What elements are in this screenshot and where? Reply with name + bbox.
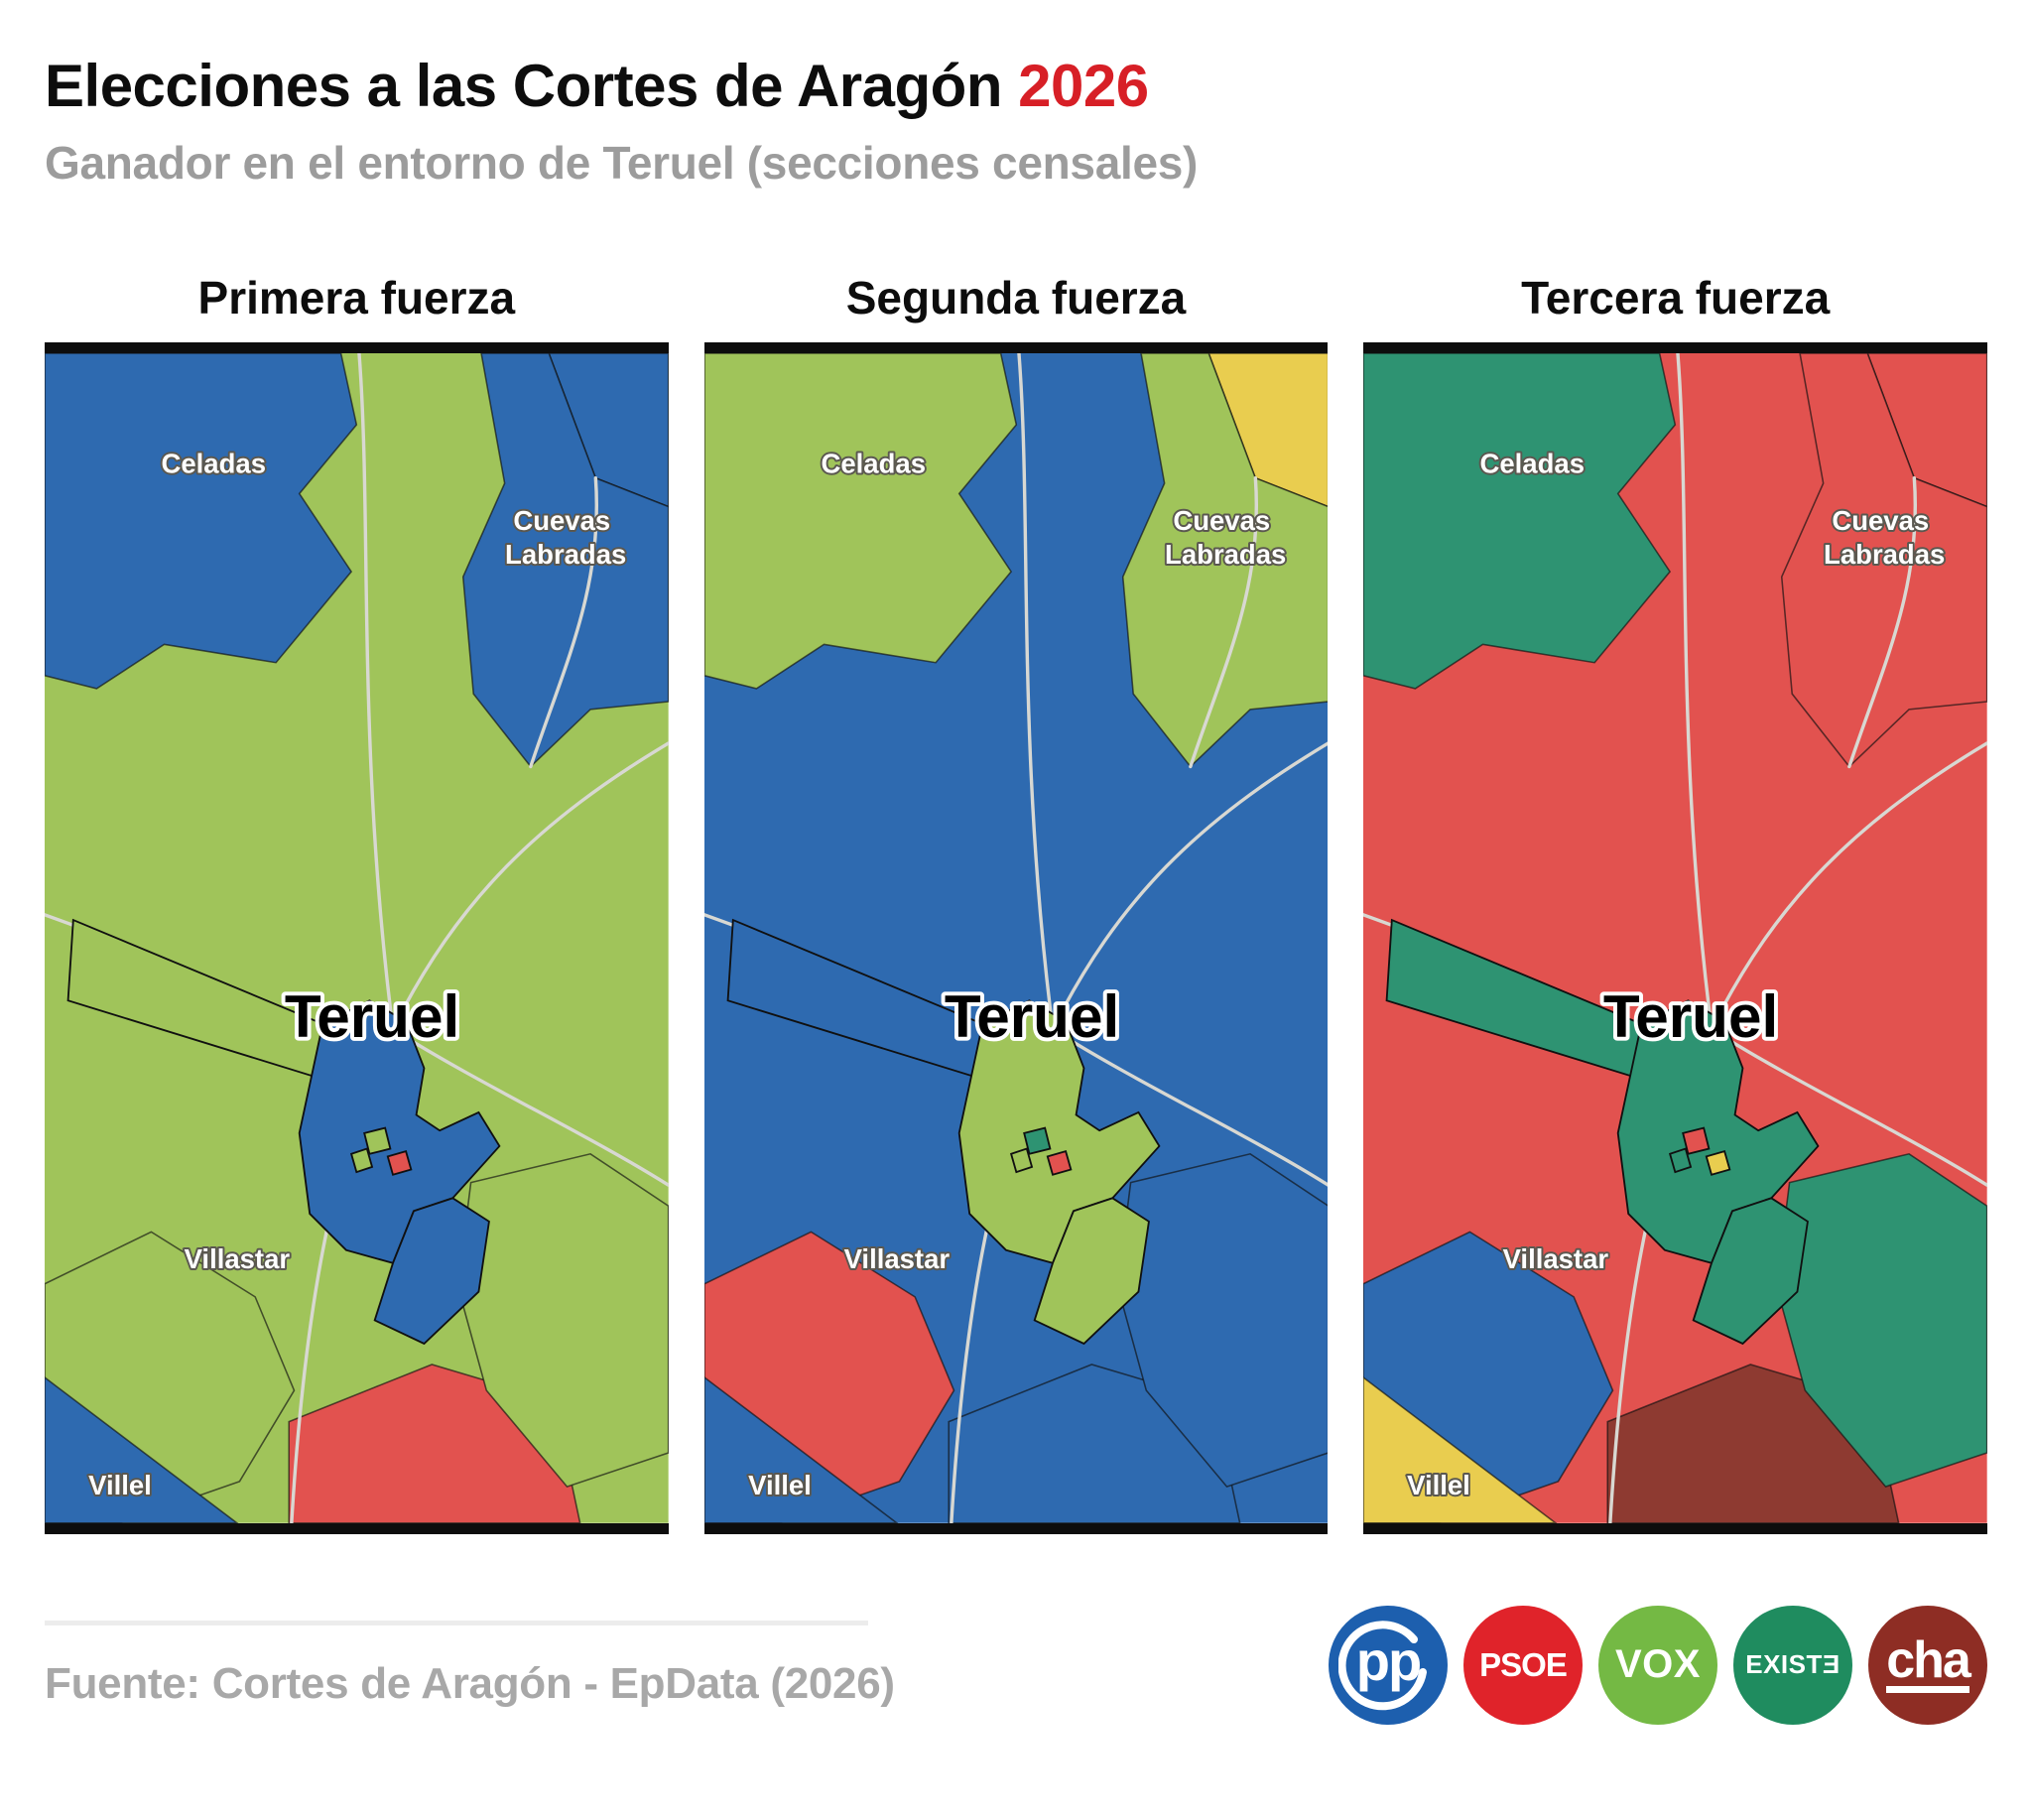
map-panel-primera: Primera fuerza Celadas Cuevas Labradas Teru… (45, 271, 669, 1534)
page-subtitle: Ganador en el entorno de Teruel (seccion… (45, 137, 1199, 189)
page-title: Elecciones a las Cortes de Aragón 2026 (45, 52, 1987, 120)
place-label-villel: Villel (1407, 1470, 1470, 1500)
logo-vox-label: VOX (1615, 1642, 1701, 1687)
logo-pp: pp (1329, 1605, 1448, 1725)
region-villel (703, 1376, 898, 1523)
map-title-tercera: Tercera fuerza (1521, 272, 1831, 324)
region-city-bit3 (349, 1147, 374, 1174)
pp-swoosh-icon (1338, 1621, 1427, 1711)
logo-existe-label: EXISTƎ (1745, 1649, 1841, 1680)
region-city-bit1 (1682, 1126, 1711, 1155)
logo-pp-label: pp (1355, 1629, 1422, 1693)
road-line (1847, 476, 1918, 769)
region-city-bit1 (1022, 1126, 1052, 1155)
logo-vox: VOX (1598, 1605, 1717, 1725)
logo-psoe: PSOE (1463, 1605, 1583, 1725)
region-villel (45, 1376, 239, 1523)
place-label-villel: Villel (748, 1470, 812, 1500)
map-title-primera: Primera fuerza (197, 272, 516, 324)
map-bottom-bar (703, 1522, 1329, 1534)
place-label-teruel: Teruel (285, 982, 459, 1050)
place-label-cuevas: Cuevas (513, 505, 610, 536)
place-label-villastar: Villastar (1503, 1243, 1609, 1274)
party-logos: pp PSOE VOX EXISTƎ cha (1329, 1605, 1987, 1725)
place-label-labradas: Labradas (505, 539, 626, 570)
region-villel (1363, 1376, 1558, 1523)
logo-cha: cha (1868, 1605, 1987, 1725)
region-celadas (703, 353, 1017, 690)
region-cuevas (1781, 353, 1988, 768)
region-city-south (1692, 1197, 1810, 1346)
region-city (957, 999, 1161, 1264)
road-line (1676, 353, 1714, 1031)
region-city-bit3 (1009, 1147, 1033, 1174)
map-panel-tercera: Tercera fuerza Celadas Cuevas Labradas Teru… (1363, 271, 1988, 1534)
map-canvas-tercera: Celadas Cuevas Labradas Teruel Villastar Vill… (1363, 353, 1988, 1523)
road-line (391, 1027, 669, 1187)
road-line (1016, 353, 1055, 1031)
map-top-bar (1363, 342, 1988, 353)
place-label-teruel: Teruel (1603, 982, 1778, 1050)
map-title-segunda: Segunda fuerza (845, 272, 1187, 324)
maps-row: Primera fuerza Celadas Cuevas Labradas Teru… (45, 271, 1988, 1534)
map-top-bar (45, 342, 669, 353)
place-label-cuevas: Cuevas (1833, 505, 1930, 536)
page-title-year: 2026 (1018, 53, 1149, 119)
place-label-teruel: Teruel (945, 982, 1119, 1050)
region-cuevas (461, 353, 669, 768)
page-title-text: Elecciones a las Cortes de Aragón (45, 53, 1002, 119)
road-line (529, 476, 598, 769)
region-celadas (45, 353, 358, 690)
region-city-bit1 (363, 1126, 392, 1155)
map-bottom-bar (1363, 1522, 1988, 1534)
map-canvas-primera: Celadas Cuevas Labradas Teruel Villastar Vill… (45, 353, 669, 1523)
place-label-celadas: Celadas (1480, 448, 1585, 478)
road-line (1710, 1027, 1988, 1187)
place-label-labradas: Labradas (1165, 539, 1286, 570)
region-city-bit3 (1669, 1147, 1693, 1174)
road-line (1050, 1027, 1329, 1187)
footer-divider (45, 1621, 868, 1626)
region-city (1617, 999, 1820, 1264)
map-bottom-bar (45, 1522, 669, 1534)
place-label-villastar: Villastar (185, 1243, 291, 1274)
map-panel-segunda: Segunda fuerza Celadas Cuevas Labradas Teru… (703, 271, 1329, 1534)
road-line (1188, 476, 1258, 769)
region-cuevas (1121, 353, 1329, 768)
place-label-cuevas: Cuevas (1173, 505, 1270, 536)
map-canvas-segunda: Celadas Cuevas Labradas Teruel Villastar Vill… (703, 353, 1329, 1523)
place-label-villastar: Villastar (843, 1243, 950, 1274)
road-line (357, 353, 395, 1031)
region-city-bit2 (1046, 1150, 1073, 1176)
map-top-bar (703, 342, 1329, 353)
logo-existe: EXISTƎ (1733, 1605, 1852, 1725)
region-city-bit2 (386, 1150, 413, 1176)
logo-cha-label: cha (1886, 1634, 1971, 1694)
place-label-villel: Villel (88, 1470, 152, 1500)
source-text: Fuente: Cortes de Aragón - EpData (2026) (45, 1659, 895, 1709)
region-city-south (373, 1197, 490, 1346)
place-label-celadas: Celadas (821, 448, 925, 478)
footer-left: Fuente: Cortes de Aragón - EpData (2026) (45, 1621, 895, 1709)
header: Elecciones a las Cortes de Aragón 2026 G… (45, 52, 1987, 190)
region-city-south (1033, 1197, 1150, 1346)
region-celadas (1363, 353, 1677, 690)
logo-psoe-label: PSOE (1479, 1645, 1568, 1683)
place-label-labradas: Labradas (1824, 539, 1945, 570)
place-label-celadas: Celadas (162, 448, 266, 478)
region-city-bit2 (1705, 1150, 1731, 1176)
region-city (298, 999, 501, 1264)
footer: Fuente: Cortes de Aragón - EpData (2026)… (45, 1605, 1987, 1725)
